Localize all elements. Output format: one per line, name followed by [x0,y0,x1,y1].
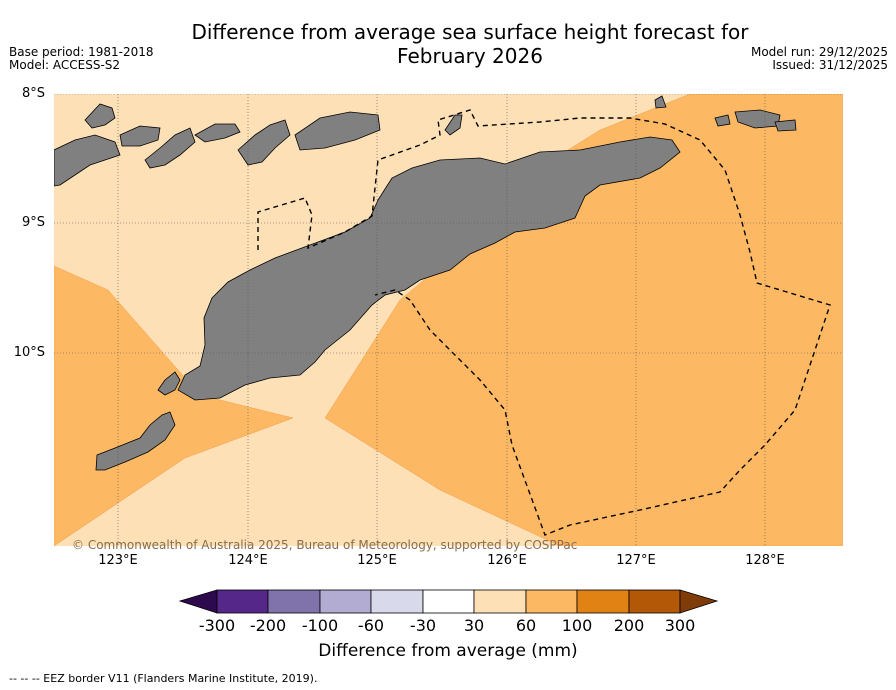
eez-footnote: -- -- -- EEZ border V11 (Flanders Marine… [9,672,318,685]
cb-seg-8 [576,589,630,614]
cb-tick-200: 200 [613,616,645,635]
cb-tick-300: 300 [664,616,696,635]
meta-left: Base period: 1981-2018 Model: ACCESS-S2 [9,46,154,72]
lon-label-123e: 123°E [98,553,138,568]
lon-label-127e: 127°E [616,553,656,568]
copyright-text: © Commonwealth of Australia 2025, Bureau… [72,538,578,552]
land-solor [144,127,196,169]
land-rote [95,411,176,471]
issued-date: Issued: 31/12/2025 [772,58,888,72]
base-period: Base period: 1981-2018 [9,45,154,59]
lon-label-124e: 124°E [228,553,268,568]
lat-label-10s: 10°S [13,345,45,360]
cb-tick-30: 30 [463,616,485,635]
cb-tick-60: 60 [515,616,537,635]
colorbar [178,589,719,614]
lon-label-128e: 128°E [745,553,785,568]
cb-seg-7 [525,589,578,614]
land-kisar [444,114,463,136]
colorbar-title: Difference from average (mm) [318,641,578,661]
cb-tick-neg30: -30 [409,616,437,635]
title-line-1: Difference from average sea surface heig… [191,20,749,44]
cb-extend-high [679,589,719,614]
land-flores [54,134,121,187]
cb-seg-6 [473,589,527,614]
cb-tick-neg200: -200 [249,616,287,635]
land-pantar [194,123,241,143]
cb-tick-100: 100 [561,616,593,635]
land-timor [177,136,681,401]
cb-seg-1 [216,589,269,614]
cb-extend-low [178,589,218,614]
land-adonara [119,125,161,147]
lat-label-9s: 9°S [21,215,45,230]
land-alor [237,119,291,166]
map-title: Difference from average sea surface heig… [140,20,800,68]
lat-label-8s: 8°S [21,86,45,101]
cb-tick-neg60: -60 [357,616,385,635]
cb-seg-3 [319,589,372,614]
land-romang [654,95,667,109]
band-60-100-west [54,265,294,546]
land-lakor [714,114,731,127]
land-semau [157,371,181,396]
cb-seg-4 [370,589,424,614]
land-moa [774,119,797,132]
land-wetar [294,111,381,151]
model-name: Model: ACCESS-S2 [9,58,121,72]
lon-label-125e: 125°E [357,553,397,568]
cb-seg-9 [628,589,681,614]
cb-tick-neg300: -300 [198,616,236,635]
land-lembata [84,103,116,129]
cb-tick-neg100: -100 [301,616,339,635]
lon-label-126e: 126°E [487,553,527,568]
model-run: Model run: 29/12/2025 [750,45,888,59]
graticule [54,94,843,546]
meta-right: Model run: 29/12/2025 Issued: 31/12/2025 [751,46,888,72]
cb-seg-5 [422,589,475,614]
eez-border [257,109,831,536]
cb-seg-2 [267,589,321,614]
title-line-2: February 2026 [397,44,543,68]
